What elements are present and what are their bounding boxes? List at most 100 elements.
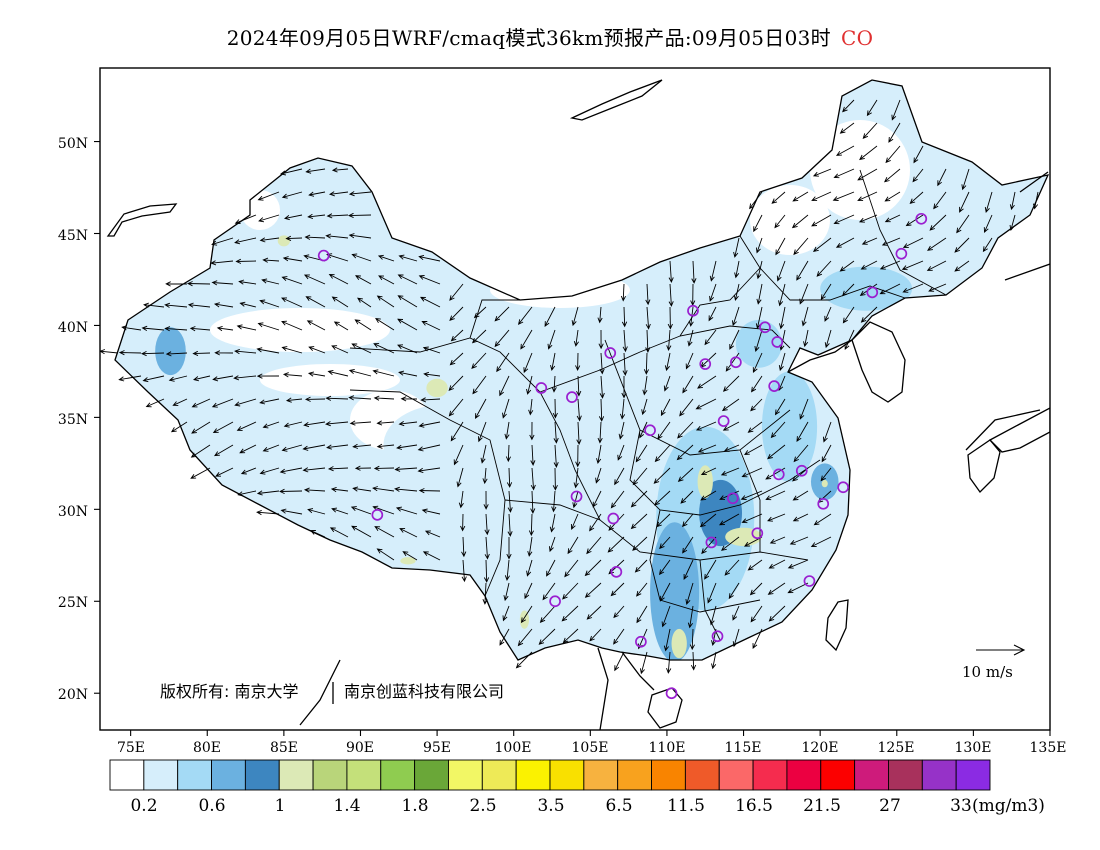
wind-vector <box>259 237 280 243</box>
wind-vector <box>499 628 510 646</box>
credit-right: 南京创蓝科技有限公司 <box>344 682 504 701</box>
wind-vector <box>397 344 418 354</box>
wind-vector <box>718 513 740 526</box>
wind-vector <box>812 168 832 177</box>
wind-vector <box>801 306 809 327</box>
wind-vector <box>118 350 142 356</box>
wind-vector <box>687 329 694 347</box>
colorbar-label: 3.5 <box>537 796 564 816</box>
wind-vector <box>683 559 694 580</box>
wind-vector <box>164 326 188 332</box>
colorbar-swatch <box>312 759 348 791</box>
wind-vector <box>234 237 257 245</box>
wind-vector <box>984 191 993 213</box>
wind-vector <box>729 329 740 350</box>
wind-vector <box>552 467 558 491</box>
monitoring-site-marker <box>803 575 816 587</box>
concentration-patches <box>155 231 913 660</box>
wind-vector <box>326 253 349 262</box>
wind-vector <box>460 513 466 532</box>
wind-vector <box>756 260 763 280</box>
colorbar-label: 0.2 <box>130 796 157 816</box>
wind-vector <box>812 237 832 253</box>
wind-vector <box>632 467 648 486</box>
wind-vector <box>281 346 303 354</box>
wind-vector <box>550 352 556 372</box>
wind-vector <box>901 260 924 271</box>
wind-vector <box>303 274 326 285</box>
wind-vector <box>551 375 557 393</box>
wind-vector <box>328 274 349 285</box>
lon-tick-label: 75E <box>117 740 145 756</box>
wind-vector <box>279 467 303 474</box>
wind-vector <box>724 559 740 576</box>
wind-vector <box>755 237 763 254</box>
wind-vector <box>281 276 303 285</box>
wind-vector <box>373 465 395 472</box>
wind-vector <box>668 283 674 307</box>
wind-vector <box>586 605 602 620</box>
monitoring-site-marker <box>610 566 623 578</box>
title-text: 2024年09月05日WRF/cmaq模式36km预报产品:09月05日03时 <box>226 26 831 50</box>
wind-vector <box>599 375 605 399</box>
wind-vector <box>722 421 740 431</box>
wind-vector <box>833 168 855 179</box>
wind-vector <box>562 582 579 600</box>
wind-vector <box>599 352 605 375</box>
wind-vector <box>504 421 510 440</box>
wind-vector <box>842 99 855 113</box>
wind-vector <box>561 605 579 622</box>
wind-vector <box>396 444 418 450</box>
wind-vector <box>235 258 257 264</box>
concentration-patch <box>821 479 828 488</box>
wind-vector <box>328 191 349 197</box>
monitoring-site-marker <box>759 321 771 334</box>
colorbar-swatch <box>143 759 179 791</box>
wind-vector <box>193 375 211 382</box>
wind-vector <box>589 513 602 532</box>
japan-honshu <box>988 407 1050 453</box>
wind-vector <box>165 351 188 357</box>
wind-vector <box>548 536 556 553</box>
wind-vector <box>767 444 786 460</box>
wind-vector <box>191 398 211 408</box>
lon-tick-label: 80E <box>193 740 221 756</box>
wind-vector <box>821 444 832 463</box>
wind-vector <box>645 329 651 353</box>
colorbar-swatch <box>177 759 212 791</box>
wind-vector <box>810 536 832 547</box>
concentration-patch <box>697 465 713 499</box>
wind-vector <box>586 536 602 555</box>
wind-vector <box>982 237 993 253</box>
wind-vector <box>376 420 395 426</box>
province-line-11 <box>679 267 761 337</box>
wind-vector <box>352 486 372 492</box>
wind-vector <box>234 348 257 355</box>
wind-vector <box>261 278 280 285</box>
wind-vector <box>354 275 372 285</box>
wind-vector <box>331 345 349 354</box>
colorbar-label: 27 <box>879 796 901 816</box>
wind-vector <box>281 297 303 308</box>
wind-vector <box>331 507 349 515</box>
wind-vector <box>395 506 418 515</box>
wind-vector <box>216 325 234 332</box>
wind-vector <box>499 375 510 397</box>
wind-vector <box>503 582 510 602</box>
wind-vector <box>881 237 901 246</box>
wind-vector <box>327 466 349 472</box>
wind-vector <box>723 444 740 452</box>
wind-vector <box>170 421 188 433</box>
wind-vector <box>621 376 627 399</box>
monitoring-site-marker <box>730 356 742 369</box>
colorbar-swatch <box>481 759 517 791</box>
wind-vector <box>842 306 855 324</box>
wind-vector <box>258 214 280 223</box>
wind-vector <box>905 214 924 227</box>
monitoring-site-marker <box>772 468 785 481</box>
wind-vector <box>654 490 671 506</box>
wind-vector <box>458 490 464 509</box>
wind-vector <box>682 536 694 554</box>
wind-vector <box>768 605 786 622</box>
colorbar-label: 1 <box>275 796 286 816</box>
